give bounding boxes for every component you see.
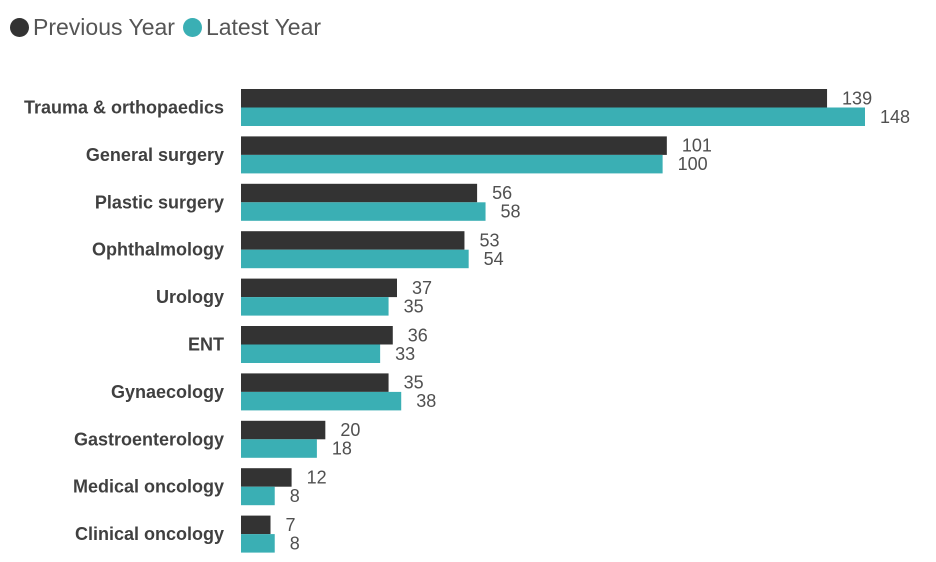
legend-dot-icon [182,18,202,37]
data-label: 36 [408,325,428,345]
data-label: 20 [340,420,360,440]
bar-latest-year[interactable] [241,249,469,269]
bar-latest-year[interactable] [241,107,865,127]
data-label: 35 [404,296,424,316]
legend-dot-icon [10,18,29,37]
data-label: 8 [290,486,300,506]
legend-label: Latest Year [205,14,322,40]
category-label: Ophthalmology [92,240,224,260]
data-label: 18 [332,439,352,459]
legend: Previous Year Latest Year [10,14,329,41]
data-label: 7 [286,515,296,535]
bar-latest-year[interactable] [241,202,486,221]
data-label: 56 [492,183,512,203]
category-label: Trauma & orthopaedics [24,98,224,118]
bar-previous-year[interactable] [241,231,465,250]
data-label: 12 [307,467,327,487]
legend-item-previous-year[interactable]: Previous Year [10,14,175,41]
bar-latest-year[interactable] [241,391,402,411]
category-label: Gynaecology [111,382,224,402]
bar-previous-year[interactable] [241,326,393,345]
bar-latest-year[interactable] [241,344,381,364]
data-label: 101 [682,136,712,156]
data-label: 33 [395,344,415,364]
bar-previous-year[interactable] [241,183,478,203]
bar-latest-year[interactable] [241,297,389,316]
category-label: Medical oncology [73,477,224,497]
data-label: 54 [484,249,504,269]
data-label: 37 [412,278,432,298]
data-label: 35 [404,373,424,393]
category-label: General surgery [86,145,224,165]
bar-previous-year[interactable] [241,373,389,392]
category-label: Plastic surgery [95,192,224,212]
bar-latest-year[interactable] [241,486,275,506]
category-label: ENT [188,335,224,355]
bar-latest-year[interactable] [241,154,663,174]
legend-item-latest-year[interactable]: Latest Year [182,14,322,41]
bar-previous-year[interactable] [241,278,397,298]
data-label: 8 [290,533,300,553]
bar-previous-year[interactable] [241,89,828,108]
data-label: 58 [501,202,521,222]
category-label: Clinical oncology [75,524,224,544]
bar-previous-year[interactable] [241,136,667,155]
data-label: 100 [678,154,708,174]
category-label: Gastroenterology [74,429,224,449]
bar-latest-year[interactable] [241,534,275,553]
legend-label: Previous Year [33,14,175,40]
data-label: 53 [479,230,499,250]
data-label: 38 [416,391,436,411]
bar-previous-year[interactable] [241,468,292,487]
data-label: 148 [880,107,910,127]
data-label: 139 [842,88,872,108]
bar-latest-year[interactable] [241,439,317,458]
category-label: Urology [156,287,224,307]
bar-previous-year[interactable] [241,420,326,440]
bar-previous-year[interactable] [241,515,271,535]
